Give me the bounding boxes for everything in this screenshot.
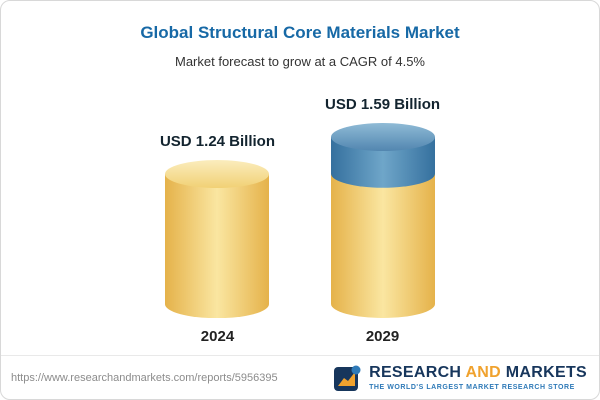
logo-text: RESEARCH AND MARKETS THE WORLD'S LARGEST… [369,364,587,391]
logo-tagline: THE WORLD'S LARGEST MARKET RESEARCH STOR… [369,384,575,391]
report-url: https://www.researchandmarkets.com/repor… [11,371,278,384]
chart-area: USD 1.24 Billion 2024 USD 1.59 Billion 2… [1,69,599,355]
chart-subtitle: Market forecast to grow at a CAGR of 4.5… [175,54,425,69]
logo-word-and: AND [465,364,502,381]
cylinder-2024 [165,160,270,318]
bar-group-2024: USD 1.24 Billion 2024 [160,133,275,345]
cylinder-2029 [330,123,435,318]
logo-wordmark: RESEARCH AND MARKETS [369,364,587,382]
logo-word-markets: MARKETS [505,364,587,381]
chart-header: Global Structural Core Materials Market … [1,1,599,69]
year-label-2029: 2029 [365,328,400,345]
value-label-2029: USD 1.59 Billion [325,96,441,113]
company-logo: RESEARCH AND MARKETS THE WORLD'S LARGEST… [333,364,587,392]
year-label-2024: 2024 [200,328,235,345]
value-label-2024: USD 1.24 Billion [159,133,275,150]
chart-title: Global Structural Core Materials Market [140,23,460,42]
bar-group-2029: USD 1.59 Billion 2029 [325,96,440,345]
logo-icon [334,365,361,391]
footer: https://www.researchandmarkets.com/repor… [1,355,599,399]
logo-word-research: RESEARCH [369,364,462,381]
